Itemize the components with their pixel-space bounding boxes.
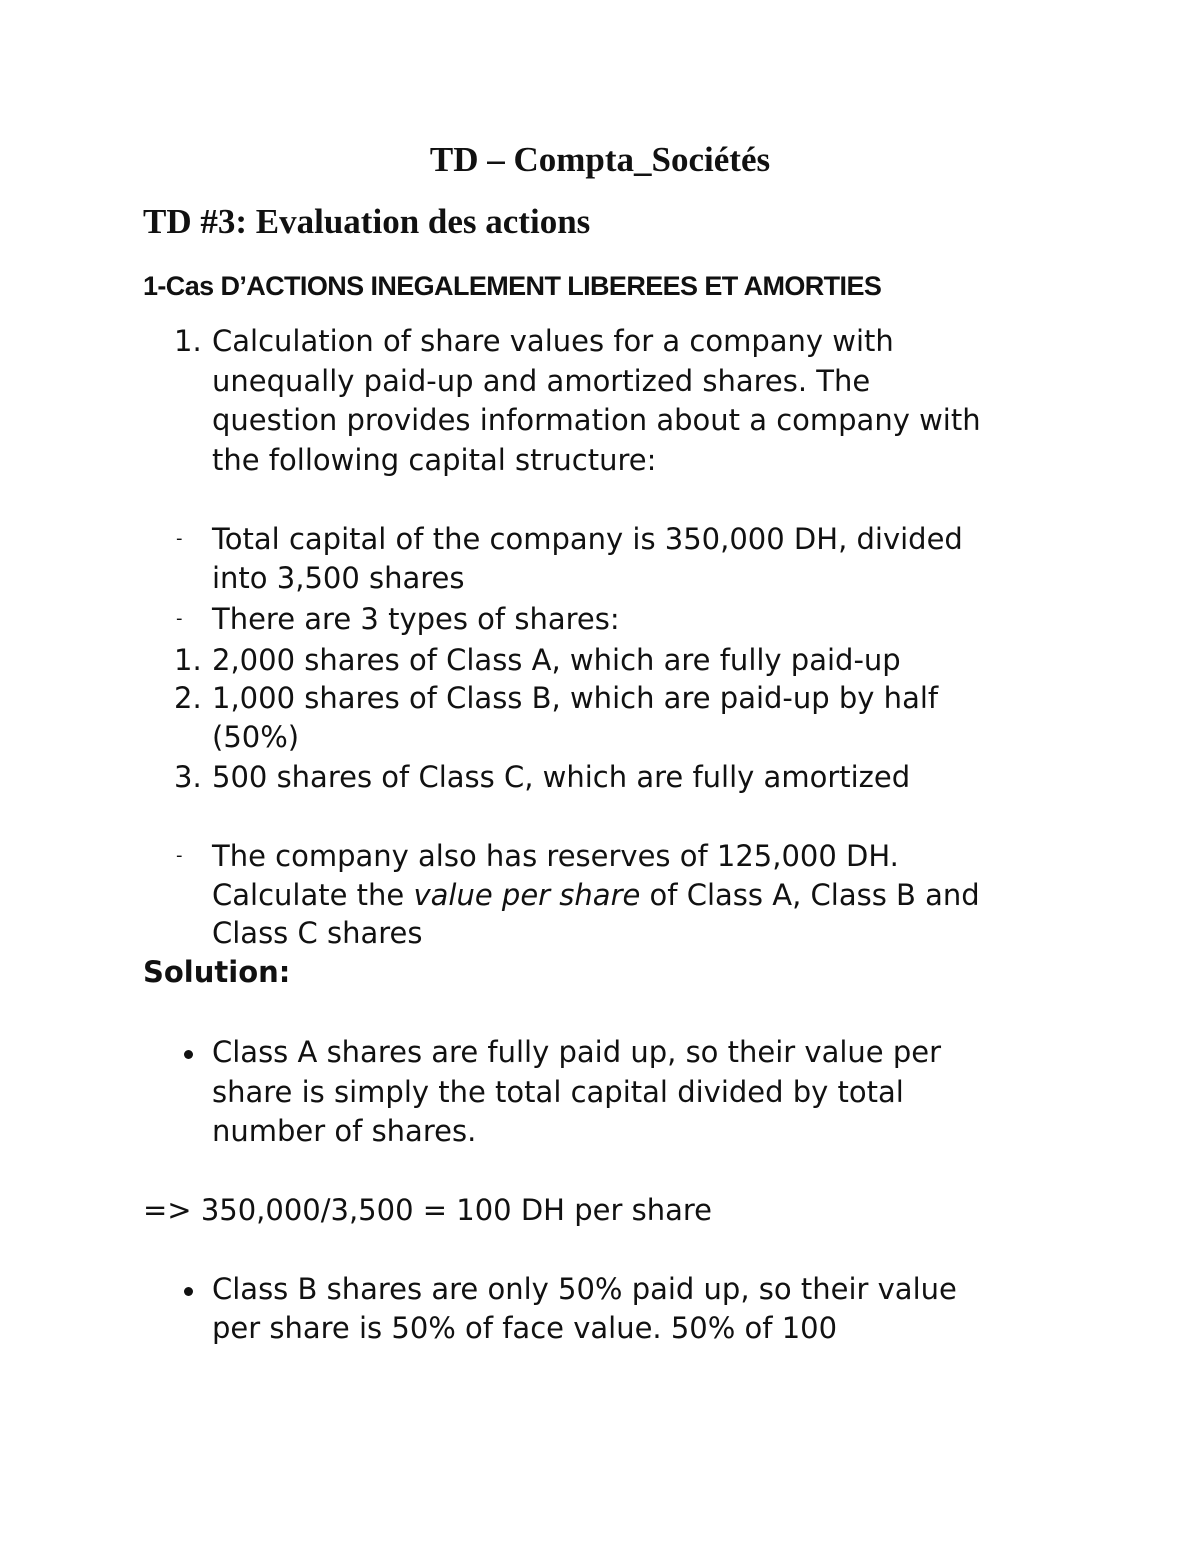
share-type-line: 2,000 shares of Class A, which are fully… — [212, 643, 901, 677]
reserves-line: The company also has reserves of 125,000… — [212, 839, 899, 873]
solution-line: Class A shares are fully paid up, so the… — [212, 1035, 942, 1069]
list-marker: 1. — [174, 324, 202, 358]
share-type-line: (50%) — [212, 720, 300, 754]
section-heading: 1-Cas D’ACTIONS INEGALEMENT LIBEREES ET … — [143, 271, 882, 301]
capital-line: into 3,500 shares — [212, 561, 465, 595]
bullet-icon — [176, 1269, 193, 1309]
list-marker: 3. — [174, 760, 202, 794]
task-emphasis: value per share — [413, 878, 641, 912]
question-line: unequally paid-up and amortized shares. … — [212, 364, 871, 398]
question-line: Calculation of share values for a compan… — [212, 324, 894, 358]
share-type-line: 1,000 shares of Class B, which are paid-… — [212, 681, 939, 715]
td-subtitle: TD #3: Evaluation des actions — [143, 202, 591, 241]
question-line: the following capital structure: — [212, 443, 657, 477]
class-a-result: => 350,000/3,500 = 100 DH per share — [143, 1193, 712, 1227]
task-prefix: Calculate the — [212, 878, 414, 912]
share-type-line: 500 shares of Class C, which are fully a… — [212, 760, 911, 794]
task-suffix: of Class A, Class B and — [640, 878, 980, 912]
capital-line: Total capital of the company is 350,000 … — [212, 522, 963, 556]
task-line: Class C shares — [212, 916, 423, 950]
types-line: There are 3 types of shares: — [212, 602, 620, 636]
list-marker: 2. — [174, 681, 202, 715]
solution-line: number of shares. — [212, 1114, 477, 1148]
solution-line: Class B shares are only 50% paid up, so … — [212, 1272, 957, 1306]
solution-line: per share is 50% of face value. 50% of 1… — [212, 1311, 838, 1345]
question-line: question provides information about a co… — [212, 403, 981, 437]
document-title: TD – Compta_Sociétés — [429, 140, 771, 179]
list-marker: 1. — [174, 643, 202, 677]
solution-line: share is simply the total capital divide… — [212, 1075, 904, 1109]
dash-marker: - — [176, 528, 183, 549]
dash-marker: - — [176, 608, 183, 629]
bullet-icon — [176, 1032, 193, 1072]
solution-label: Solution: — [143, 955, 291, 989]
task-line: Calculate the value per share of Class A… — [212, 875, 980, 915]
dash-marker: - — [176, 845, 183, 866]
